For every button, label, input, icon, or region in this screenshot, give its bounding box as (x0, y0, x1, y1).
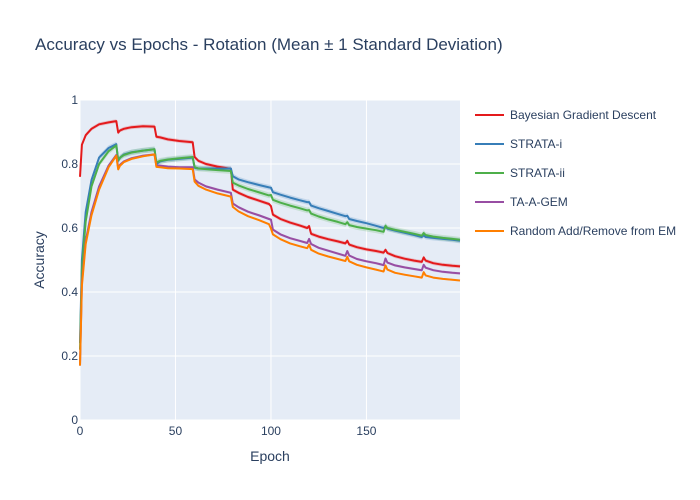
x-tick-label: 100 (261, 424, 281, 438)
plot-area (80, 100, 460, 420)
legend-label-bayesian-gradient-descent: Bayesian Gradient Descent (510, 108, 657, 122)
x-axis-ticks: 0 50 100 150 (77, 424, 377, 438)
line-random-add-remove-from-em (79, 153, 461, 366)
x-tick-label: 50 (169, 424, 183, 438)
y-tick-label: 1 (71, 93, 78, 107)
line-bayesian-gradient-descent (79, 120, 461, 268)
line-strata-ii (79, 144, 461, 350)
legend: Bayesian Gradient Descent STRATA-i STRATA-… (475, 108, 676, 238)
y-axis-ticks: 0 0.2 0.4 0.6 0.8 1 (61, 93, 78, 427)
chart-title: Accuracy vs Epochs - Rotation (Mean ± 1 … (35, 35, 503, 54)
x-axis-title: Epoch (250, 448, 290, 464)
series-lines (79, 120, 461, 366)
y-tick-label: 0 (71, 413, 78, 427)
y-tick-label: 0.4 (61, 285, 78, 299)
legend-label-strata-ii: STRATA-ii (510, 166, 565, 180)
legend-label-random-add-remove-from-em: Random Add/Remove from EM (510, 224, 676, 238)
y-axis-title: Accuracy (31, 231, 47, 289)
y-tick-label: 0.8 (61, 157, 78, 171)
legend-label-ta-a-gem: TA-A-GEM (510, 195, 568, 209)
gridlines (79, 99, 460, 421)
y-tick-label: 0.6 (61, 221, 78, 235)
legend-label-strata-i: STRATA-i (510, 137, 562, 151)
x-tick-label: 0 (77, 424, 84, 438)
x-tick-label: 150 (356, 424, 376, 438)
y-tick-label: 0.2 (61, 349, 78, 363)
